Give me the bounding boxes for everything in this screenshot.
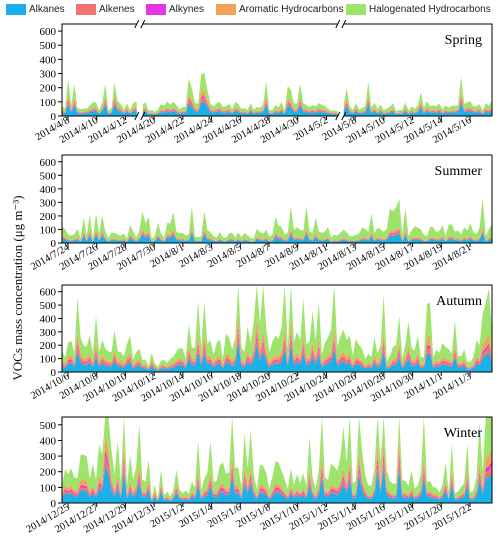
y-tick-label: 200 bbox=[40, 467, 57, 479]
axis-break-mark bbox=[341, 19, 347, 29]
y-tick-label: 400 bbox=[40, 435, 57, 447]
legend-item-alkanes: Alkanes bbox=[6, 4, 65, 15]
y-tick-label: 500 bbox=[40, 170, 57, 182]
area-halogenated-hydrocarbons bbox=[62, 417, 492, 501]
axis-break-mark bbox=[335, 111, 341, 121]
axis-break-mark bbox=[134, 111, 140, 121]
y-tick-label: 400 bbox=[40, 54, 57, 66]
legend-swatch-aromatic bbox=[216, 4, 236, 15]
axis-break-gap bbox=[337, 21, 344, 119]
y-tick-label: 300 bbox=[40, 327, 57, 339]
legend-item-alkenes: Alkenes bbox=[76, 4, 135, 15]
axis-break-mark bbox=[335, 19, 341, 29]
legend-item-alkynes: Alkynes bbox=[146, 4, 204, 15]
legend-label: Alkynes bbox=[169, 4, 205, 15]
y-tick-label: 200 bbox=[40, 340, 57, 352]
area-alkanes bbox=[62, 233, 492, 243]
area-alkanes bbox=[62, 465, 492, 503]
y-tick-label: 0 bbox=[51, 367, 57, 379]
legend-item-aromatic: Aromatic Hydrocarbons bbox=[216, 4, 343, 15]
legend: Alkanes Alkenes Alkynes Aromatic Hydroca… bbox=[0, 0, 502, 22]
area-aromatic-hydrocarbons bbox=[62, 90, 492, 114]
area-aromatic-hydrocarbons bbox=[62, 312, 492, 370]
area-alkenes bbox=[62, 97, 492, 115]
legend-label: Alkanes bbox=[29, 4, 65, 15]
area-alkenes bbox=[62, 456, 492, 502]
legend-swatch-alkanes bbox=[6, 4, 26, 15]
area-alkenes bbox=[62, 332, 492, 371]
axis-break-mark bbox=[140, 19, 146, 29]
y-tick-label: 600 bbox=[40, 157, 57, 169]
plot-border bbox=[61, 284, 493, 373]
y-tick-label: 600 bbox=[40, 26, 57, 38]
y-tick-label: 500 bbox=[40, 40, 57, 52]
y-tick-label: 0 bbox=[51, 238, 57, 250]
panel-title: Winter bbox=[444, 426, 483, 441]
y-tick-label: 100 bbox=[40, 224, 57, 236]
y-tick-label: 0 bbox=[51, 111, 57, 123]
area-alkynes bbox=[62, 96, 492, 115]
area-halogenated-hydrocarbons bbox=[62, 285, 492, 369]
area-alkanes bbox=[62, 341, 492, 372]
y-tick-label: 300 bbox=[40, 197, 57, 209]
legend-swatch-halogenated bbox=[346, 4, 366, 15]
axis-break-mark bbox=[140, 111, 146, 121]
plot-border bbox=[61, 154, 493, 244]
y-tick-label: 0 bbox=[51, 498, 57, 510]
legend-item-halogenated: Halogenated Hydrocarbons bbox=[346, 4, 491, 15]
area-alkynes bbox=[62, 450, 492, 502]
panel-title: Spring bbox=[445, 33, 482, 48]
y-tick-label: 200 bbox=[40, 83, 57, 95]
y-tick-label: 300 bbox=[40, 451, 57, 463]
legend-label: Alkenes bbox=[99, 4, 135, 15]
plot-border bbox=[61, 23, 493, 117]
area-alkenes bbox=[62, 230, 492, 242]
y-tick-label: 300 bbox=[40, 69, 57, 81]
y-tick-label: 600 bbox=[40, 287, 57, 299]
y-tick-label: 100 bbox=[40, 97, 57, 109]
panel-title: Autumn bbox=[436, 294, 482, 309]
y-tick-label: 500 bbox=[40, 420, 57, 432]
y-tick-label: 500 bbox=[40, 300, 57, 312]
panel-title: Summer bbox=[435, 164, 483, 179]
y-tick-label: 100 bbox=[40, 354, 57, 366]
axis-break-mark bbox=[134, 19, 140, 29]
area-alkanes bbox=[62, 101, 492, 116]
legend-label: Halogenated Hydrocarbons bbox=[369, 4, 491, 15]
axis-break-mark bbox=[341, 111, 347, 121]
plot-border bbox=[61, 416, 493, 504]
area-halogenated-hydrocarbons bbox=[62, 72, 492, 114]
area-aromatic-hydrocarbons bbox=[62, 433, 492, 501]
legend-swatch-alkynes bbox=[146, 4, 166, 15]
y-tick-label: 100 bbox=[40, 482, 57, 494]
axis-break-gap bbox=[136, 21, 143, 119]
y-tick-label: 400 bbox=[40, 184, 57, 196]
y-tick-label: 200 bbox=[40, 211, 57, 223]
area-halogenated-hydrocarbons bbox=[62, 198, 492, 242]
legend-label: Aromatic Hydrocarbons bbox=[239, 4, 344, 15]
legend-swatch-alkenes bbox=[76, 4, 96, 15]
y-tick-label: 400 bbox=[40, 313, 57, 325]
area-aromatic-hydrocarbons bbox=[62, 226, 492, 242]
